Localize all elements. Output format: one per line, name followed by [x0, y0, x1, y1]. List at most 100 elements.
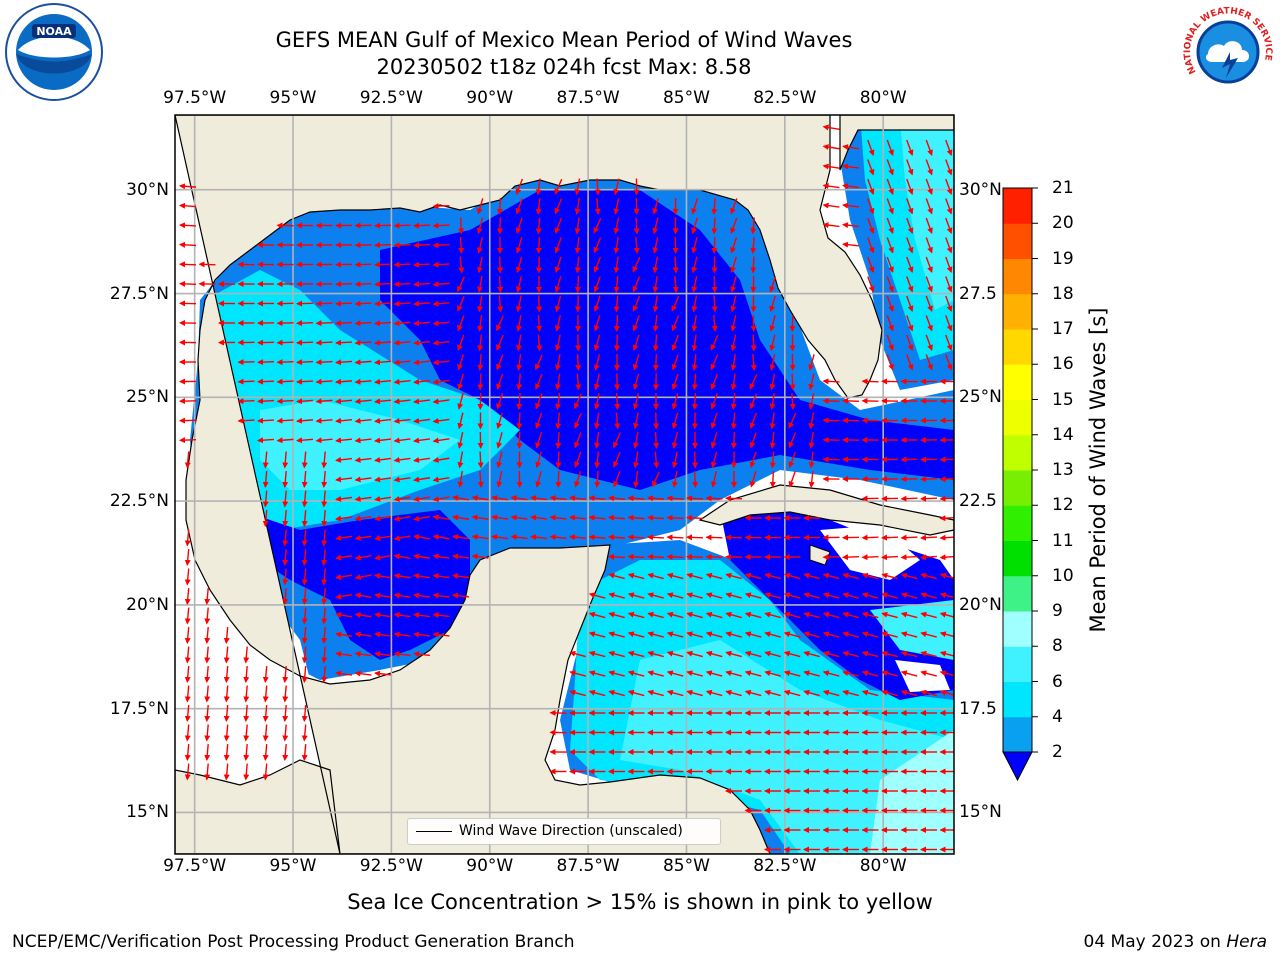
wave-direction-arrow	[554, 198, 563, 215]
wave-direction-arrow	[301, 568, 308, 586]
wave-direction-arrow	[354, 281, 372, 288]
wave-direction-arrow	[569, 670, 586, 677]
wave-direction-arrow	[496, 451, 503, 469]
wave-direction-arrow	[822, 670, 840, 677]
wave-direction-arrow	[647, 514, 665, 521]
wave-direction-arrow	[432, 476, 450, 483]
wave-direction-arrow	[822, 378, 840, 385]
wave-direction-arrow	[647, 572, 664, 580]
wave-direction-arrow	[842, 183, 860, 190]
wave-direction-arrow	[276, 359, 294, 366]
wave-direction-arrow	[457, 276, 465, 293]
wave-direction-arrow	[749, 412, 758, 429]
wave-direction-arrow	[666, 495, 684, 502]
wave-direction-arrow	[354, 554, 372, 561]
wave-direction-arrow	[335, 378, 353, 385]
wave-direction-arrow	[374, 631, 392, 638]
wave-direction-arrow	[881, 592, 898, 599]
noaa-logo: NOAA	[5, 3, 103, 101]
wave-direction-arrow	[652, 198, 659, 215]
wave-direction-arrow	[555, 431, 562, 449]
wave-direction-arrow	[627, 495, 645, 502]
wave-direction-arrow	[204, 743, 211, 761]
wave-direction-arrow	[652, 295, 659, 313]
wave-direction-arrow	[842, 592, 859, 599]
wave-direction-arrow	[867, 198, 875, 215]
wave-direction-arrow	[549, 495, 567, 502]
wave-direction-arrow	[393, 261, 411, 268]
wave-direction-arrow	[574, 178, 581, 196]
wave-direction-arrow	[374, 359, 392, 366]
wave-direction-arrow	[730, 295, 737, 313]
lon-tick-top-1: 95°W	[269, 88, 317, 108]
wave-direction-arrow	[808, 354, 815, 371]
wave-direction-arrow	[861, 650, 879, 658]
wave-direction-arrow	[906, 178, 914, 195]
wave-direction-arrow	[686, 611, 703, 619]
wave-direction-arrow	[945, 217, 953, 234]
wave-direction-arrow	[594, 470, 601, 488]
wave-direction-arrow	[783, 611, 801, 619]
wave-direction-arrow	[315, 398, 333, 405]
wave-direction-arrow	[725, 689, 742, 697]
wave-direction-arrow	[822, 183, 840, 190]
wave-direction-arrow	[296, 378, 314, 385]
wave-direction-arrow	[886, 295, 894, 312]
wave-direction-arrow	[822, 611, 840, 619]
wave-direction-arrow	[413, 417, 431, 424]
wave-direction-arrow	[705, 611, 723, 619]
wave-direction-arrow	[705, 689, 723, 697]
wave-direction-arrow	[906, 139, 914, 156]
wave-direction-arrow	[769, 373, 776, 391]
wave-direction-arrow	[296, 359, 314, 366]
wave-direction-arrow	[432, 534, 450, 540]
wave-direction-arrow	[920, 495, 938, 502]
wave-direction-arrow	[457, 315, 465, 332]
wave-direction-arrow	[354, 592, 372, 599]
wave-direction-arrow	[204, 646, 211, 664]
wave-direction-arrow	[900, 650, 918, 658]
wave-direction-arrow	[613, 217, 620, 235]
wave-direction-arrow	[900, 572, 918, 580]
wave-direction-arrow	[393, 359, 411, 366]
lon-tick-bottom-7: 80°W	[859, 856, 907, 876]
wave-direction-arrow	[906, 315, 914, 332]
wave-direction-arrow	[321, 626, 328, 644]
wave-direction-arrow	[535, 412, 543, 429]
map-plot-area	[175, 115, 954, 854]
colorbar-segment-4	[1003, 575, 1032, 612]
wave-direction-arrow	[476, 217, 484, 235]
wave-direction-arrow	[554, 334, 561, 352]
wave-direction-arrow	[594, 197, 601, 215]
wave-direction-arrow	[257, 417, 275, 424]
wave-direction-arrow	[691, 373, 698, 391]
wave-direction-arrow	[554, 217, 563, 234]
wave-direction-arrow	[886, 315, 894, 332]
wave-direction-arrow	[476, 256, 483, 274]
wave-direction-arrow	[301, 529, 308, 547]
wave-direction-arrow	[769, 354, 776, 371]
wave-direction-arrow	[671, 354, 679, 371]
wave-direction-arrow	[452, 495, 470, 501]
wave-direction-arrow	[788, 412, 797, 429]
wave-direction-arrow	[881, 572, 898, 580]
wave-direction-arrow	[842, 241, 860, 248]
wave-direction-arrow	[886, 217, 894, 234]
wave-direction-arrow	[282, 490, 289, 508]
wave-direction-arrow	[594, 393, 600, 410]
colorbar-tick-11: 11	[1052, 530, 1074, 551]
wave-direction-arrow	[510, 514, 528, 521]
wave-direction-arrow	[822, 650, 840, 658]
wave-direction-arrow	[769, 315, 776, 332]
lat-tick-right-0: 30°N	[959, 179, 1002, 200]
wave-direction-arrow	[613, 432, 621, 449]
wave-direction-arrow	[613, 314, 620, 332]
wave-direction-arrow	[608, 631, 625, 638]
wave-direction-arrow	[789, 392, 796, 410]
colorbar-tick-19: 19	[1052, 248, 1074, 269]
wave-direction-arrow	[632, 412, 639, 430]
wave-direction-arrow	[335, 651, 353, 658]
wave-direction-arrow	[432, 359, 450, 366]
sea-ice-note: Sea Ice Concentration > 15% is shown in …	[0, 890, 1280, 914]
wave-direction-arrow	[613, 471, 621, 488]
